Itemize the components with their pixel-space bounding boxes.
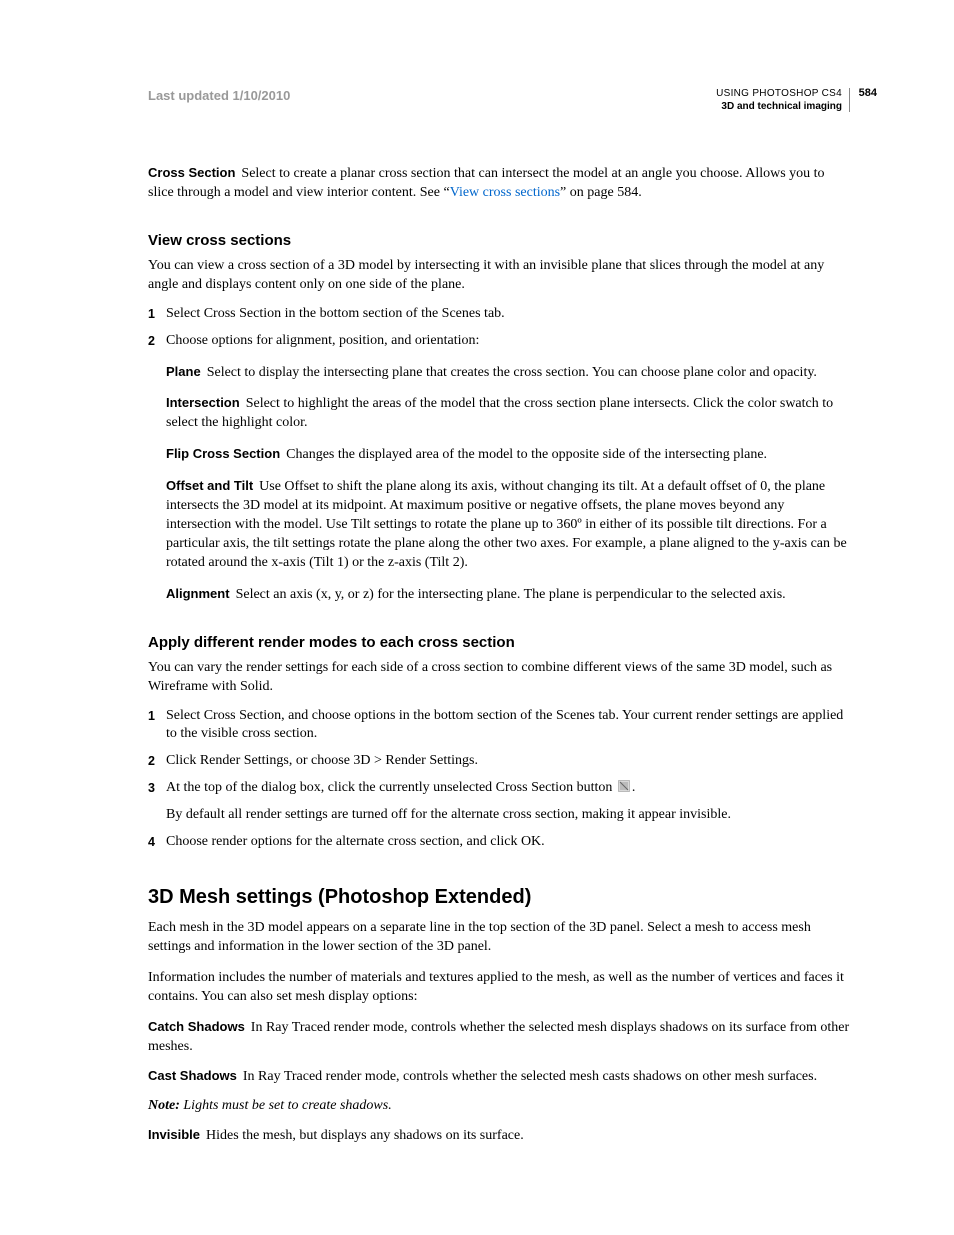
list-item: 1 Select Cross Section, and choose optio… bbox=[148, 707, 850, 745]
def-catch-shadows: Catch ShadowsIn Ray Traced render mode, … bbox=[148, 1018, 850, 1057]
step-number: 4 bbox=[148, 833, 166, 852]
intersection-label: Intersection bbox=[166, 395, 240, 410]
step-body: At the top of the dialog box, click the … bbox=[166, 779, 850, 825]
apply-render-intro: You can vary the render settings for eac… bbox=[148, 659, 850, 697]
offset-label: Offset and Tilt bbox=[166, 478, 253, 493]
def-invisible: Invisible Hides the mesh, but displays an… bbox=[148, 1126, 850, 1146]
page: Last updated 1/10/2010 USING PHOTOSHOP C… bbox=[0, 0, 954, 1212]
note-shadows: Note: Lights must be set to create shado… bbox=[148, 1097, 850, 1116]
def-cast-shadows: Cast Shadows In Ray Traced render mode, c… bbox=[148, 1067, 850, 1087]
plane-text: Select to display the intersecting plane… bbox=[207, 365, 817, 380]
definition-list: Plane Select to display the intersecting … bbox=[166, 363, 850, 605]
view-cross-intro: You can view a cross section of a 3D mod… bbox=[148, 257, 850, 295]
flip-text: Changes the displayed area of the model … bbox=[286, 447, 767, 462]
step-body: Select Cross Section, and choose options… bbox=[166, 707, 850, 745]
step3-text-a: At the top of the dialog box, click the … bbox=[166, 780, 616, 795]
page-number: 584 bbox=[859, 87, 877, 99]
cross-section-text-b: ” on page 584. bbox=[560, 185, 642, 200]
step-body: Choose options for alignment, position, … bbox=[166, 332, 850, 351]
mesh-p1: Each mesh in the 3D model appears on a s… bbox=[148, 919, 850, 957]
cross-section-label: Cross Section bbox=[148, 165, 235, 180]
offset-text: Use Offset to shift the plane along its … bbox=[166, 479, 847, 570]
def-offset: Offset and TiltUse Offset to shift the p… bbox=[166, 477, 850, 572]
note-text: Lights must be set to create shadows. bbox=[183, 1098, 391, 1113]
step-number: 3 bbox=[148, 779, 166, 825]
mesh-settings-heading: 3D Mesh settings (Photoshop Extended) bbox=[148, 884, 850, 911]
step3-sub: By default all render settings are turne… bbox=[166, 806, 850, 825]
body: Cross SectionSelect to create a planar c… bbox=[148, 164, 850, 1146]
alignment-text: Select an axis (x, y, or z) for the inte… bbox=[236, 587, 786, 602]
step-number: 2 bbox=[148, 332, 166, 351]
page-header: Last updated 1/10/2010 USING PHOTOSHOP C… bbox=[148, 88, 850, 112]
cross-section-intro: Cross SectionSelect to create a planar c… bbox=[148, 164, 850, 203]
plane-label: Plane bbox=[166, 364, 201, 379]
apply-render-steps: 1 Select Cross Section, and choose optio… bbox=[148, 707, 850, 852]
step-body: Select Cross Section in the bottom secti… bbox=[166, 305, 850, 324]
last-updated: Last updated 1/10/2010 bbox=[148, 88, 290, 103]
invisible-label: Invisible bbox=[148, 1127, 200, 1142]
header-right: USING PHOTOSHOP CS4 3D and technical ima… bbox=[716, 88, 850, 112]
list-item: 2 Click Render Settings, or choose 3D > … bbox=[148, 752, 850, 771]
catch-shadows-text: In Ray Traced render mode, controls whet… bbox=[148, 1020, 849, 1054]
view-cross-sections-link[interactable]: View cross sections bbox=[450, 185, 560, 200]
def-alignment: Alignment Select an axis (x, y, or z) for… bbox=[166, 585, 850, 605]
view-cross-sections-heading: View cross sections bbox=[148, 231, 850, 251]
invisible-text: Hides the mesh, but displays any shadows… bbox=[206, 1128, 524, 1143]
step-body: Click Render Settings, or choose 3D > Re… bbox=[166, 752, 850, 771]
view-cross-steps: 1 Select Cross Section in the bottom sec… bbox=[148, 305, 850, 351]
cast-shadows-text: In Ray Traced render mode, controls whet… bbox=[243, 1069, 817, 1084]
note-label: Note: bbox=[148, 1098, 180, 1113]
def-flip: Flip Cross Section Changes the displayed … bbox=[166, 445, 850, 465]
list-item: 3 At the top of the dialog box, click th… bbox=[148, 779, 850, 825]
cast-shadows-label: Cast Shadows bbox=[148, 1068, 237, 1083]
section-title: 3D and technical imaging bbox=[716, 101, 842, 112]
alignment-label: Alignment bbox=[166, 586, 230, 601]
list-item: 1 Select Cross Section in the bottom sec… bbox=[148, 305, 850, 324]
def-intersection: IntersectionSelect to highlight the area… bbox=[166, 394, 850, 433]
step-number: 2 bbox=[148, 752, 166, 771]
step3-text-b: . bbox=[632, 780, 636, 795]
def-plane: Plane Select to display the intersecting … bbox=[166, 363, 850, 383]
list-item: 4 Choose render options for the alternat… bbox=[148, 833, 850, 852]
mesh-p2: Information includes the number of mater… bbox=[148, 969, 850, 1007]
cross-section-button-icon bbox=[618, 780, 630, 792]
intersection-text: Select to highlight the areas of the mod… bbox=[166, 396, 833, 430]
step-number: 1 bbox=[148, 305, 166, 324]
list-item: 2 Choose options for alignment, position… bbox=[148, 332, 850, 351]
book-title: USING PHOTOSHOP CS4 bbox=[716, 88, 842, 99]
apply-render-heading: Apply different render modes to each cro… bbox=[148, 633, 850, 653]
flip-label: Flip Cross Section bbox=[166, 446, 280, 461]
catch-shadows-label: Catch Shadows bbox=[148, 1019, 245, 1034]
step-number: 1 bbox=[148, 707, 166, 745]
step-body: Choose render options for the alternate … bbox=[166, 833, 850, 852]
